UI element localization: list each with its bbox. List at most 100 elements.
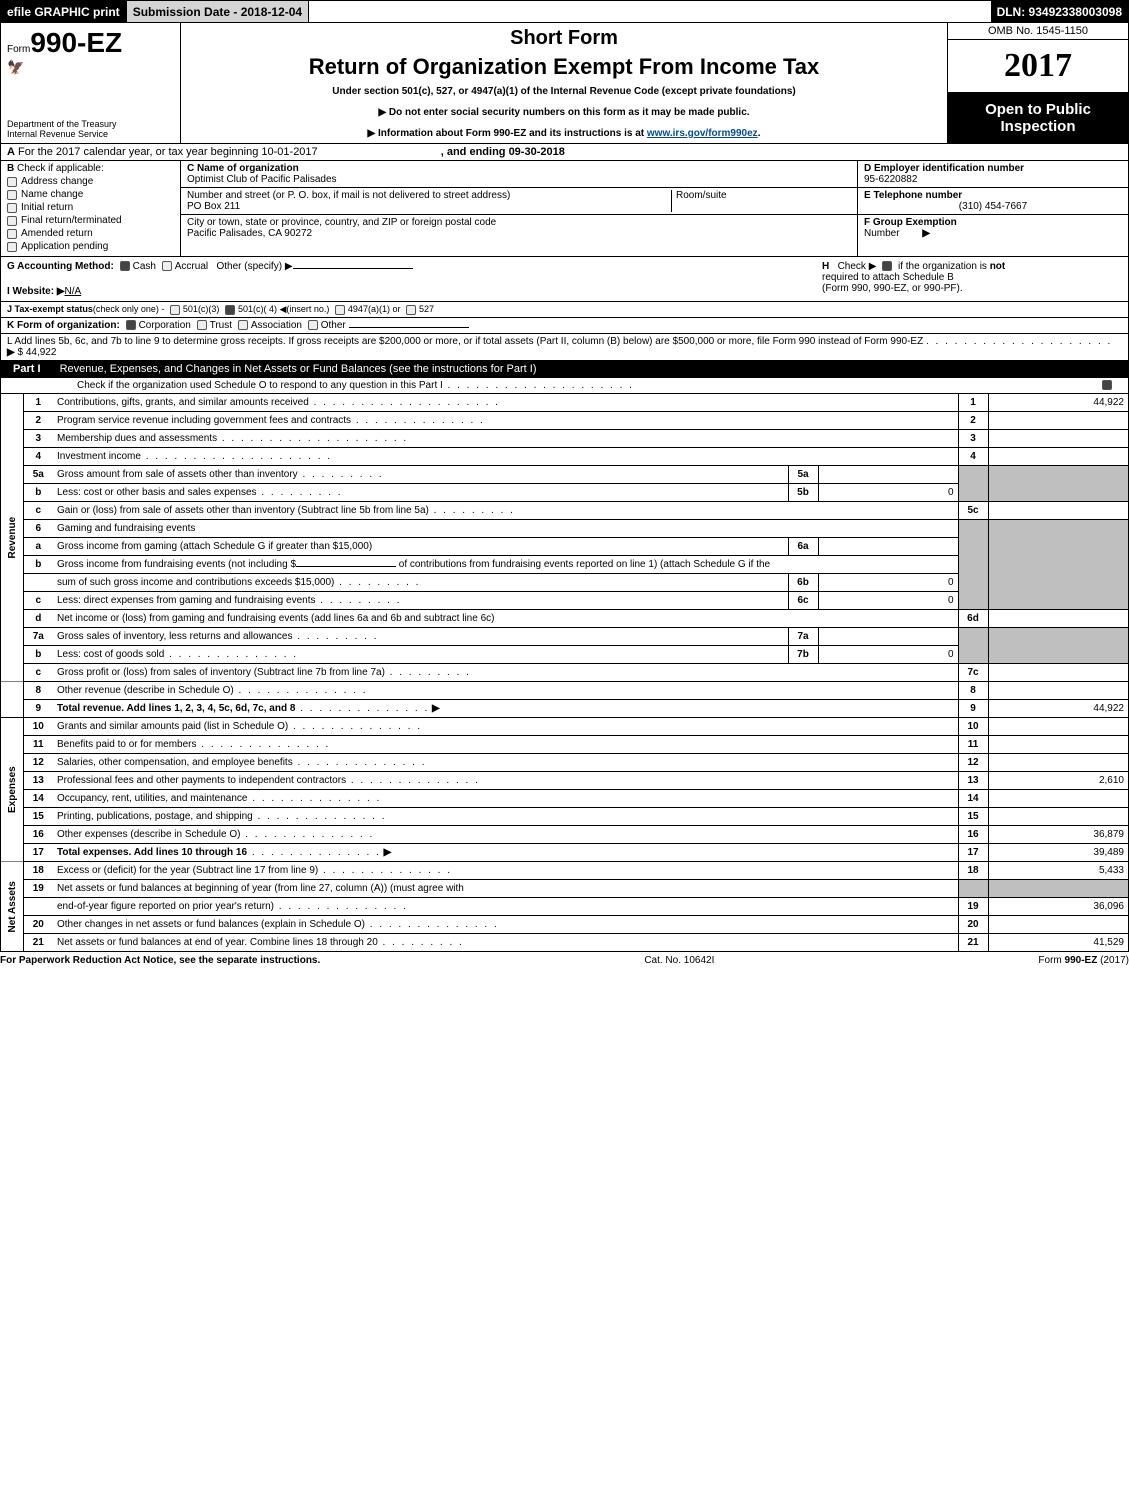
l11-dots bbox=[197, 739, 331, 750]
d-value: 95-6220882 bbox=[864, 174, 1122, 185]
line-11: 11 Benefits paid to or for members 11 bbox=[1, 736, 1128, 754]
return-title: Return of Organization Exempt From Incom… bbox=[191, 54, 937, 80]
l9-num: 9 bbox=[23, 700, 53, 718]
k-assoc: Association bbox=[251, 320, 302, 331]
l15-ln: 15 bbox=[958, 808, 988, 826]
check-final-return[interactable]: Final return/terminated bbox=[7, 215, 174, 226]
l5c-dots bbox=[429, 505, 515, 516]
open-line2: Inspection bbox=[950, 118, 1126, 135]
line-14: 14 Occupancy, rent, utilities, and maint… bbox=[1, 790, 1128, 808]
radio-corp[interactable] bbox=[126, 320, 136, 330]
line-9: 9 Total revenue. Add lines 1, 2, 3, 4, 5… bbox=[1, 700, 1128, 718]
topbar-spacer bbox=[309, 1, 990, 22]
d-label: D Employer identification number bbox=[864, 163, 1122, 174]
tax-year-box: 2017 bbox=[948, 40, 1128, 93]
line-4: 4 Investment income 4 bbox=[1, 448, 1128, 466]
radio-trust[interactable] bbox=[197, 320, 207, 330]
l12-ln: 12 bbox=[958, 754, 988, 772]
under-section: Under section 501(c), 527, or 4947(a)(1)… bbox=[191, 86, 937, 97]
l15-num: 15 bbox=[23, 808, 53, 826]
i-line: I Website: ▶N/A bbox=[7, 286, 822, 297]
l13-desc: Professional fees and other payments to … bbox=[57, 775, 346, 786]
short-form-title: Short Form bbox=[191, 27, 937, 50]
check-initial-return[interactable]: Initial return bbox=[7, 202, 174, 213]
radio-other[interactable] bbox=[308, 320, 318, 330]
c-city-row: City or town, state or province, country… bbox=[181, 215, 857, 241]
j-o1: 501(c)(3) bbox=[183, 304, 220, 314]
radio-501c3[interactable] bbox=[170, 305, 180, 315]
l11-ln: 11 bbox=[958, 736, 988, 754]
check-address-change[interactable]: Address change bbox=[7, 176, 174, 187]
l7b-sn: 7b bbox=[788, 646, 818, 664]
l6c-sn: 6c bbox=[788, 592, 818, 610]
l11-desc: Benefits paid to or for members bbox=[57, 739, 197, 750]
line-12: 12 Salaries, other compensation, and emp… bbox=[1, 754, 1128, 772]
l3-ln: 3 bbox=[958, 430, 988, 448]
schedule-o-check[interactable] bbox=[1102, 380, 1112, 390]
radio-4947[interactable] bbox=[335, 305, 345, 315]
l5a-sn: 5a bbox=[788, 466, 818, 484]
l1-val: 44,922 bbox=[988, 394, 1128, 412]
l6d-desc: Net income or (loss) from gaming and fun… bbox=[57, 613, 494, 624]
line-1: Revenue 1 Contributions, gifts, grants, … bbox=[1, 394, 1128, 412]
l19-desc1: Net assets or fund balances at beginning… bbox=[57, 883, 464, 894]
l17-ln: 17 bbox=[958, 844, 988, 862]
l5c-desc: Gain or (loss) from sale of assets other… bbox=[57, 505, 429, 516]
l3-val bbox=[988, 430, 1128, 448]
h-block: H Check ▶ if the organization is not req… bbox=[822, 261, 1122, 297]
k-label: K Form of organization: bbox=[7, 320, 120, 331]
radio-527[interactable] bbox=[406, 305, 416, 315]
footer-right: Form 990-EZ (2017) bbox=[1038, 955, 1129, 966]
l5a-ln-grey bbox=[958, 466, 988, 502]
f-label2: Number bbox=[864, 228, 900, 239]
check-name-change[interactable]: Name change bbox=[7, 189, 174, 200]
h-check: Check ▶ bbox=[838, 261, 877, 272]
tax-year: 2017 bbox=[1004, 47, 1072, 85]
c-street-row: Number and street (or P. O. box, if mail… bbox=[181, 188, 857, 215]
footer-right-pre: Form bbox=[1038, 955, 1064, 966]
l3-desc: Membership dues and assessments bbox=[57, 433, 408, 444]
radio-accrual[interactable] bbox=[162, 261, 172, 271]
l6-lv-grey bbox=[988, 520, 1128, 610]
l-arrow: ▶ bbox=[7, 347, 15, 358]
l6-num: 6 bbox=[23, 520, 53, 538]
check-amended-return[interactable]: Amended return bbox=[7, 228, 174, 239]
section-a: A For the 2017 calendar year, or tax yea… bbox=[1, 144, 1128, 161]
l15-desc: Printing, publications, postage, and shi… bbox=[57, 811, 253, 822]
g-other-line[interactable] bbox=[293, 268, 413, 269]
radio-501c[interactable] bbox=[225, 305, 235, 315]
checkbox-icon bbox=[7, 177, 17, 187]
l7c-dots bbox=[385, 667, 471, 678]
l7b-num: b bbox=[23, 646, 53, 664]
dept-irs: Internal Revenue Service bbox=[7, 129, 174, 139]
h-not: not bbox=[990, 261, 1006, 272]
instructions-link[interactable]: www.irs.gov/form990ez bbox=[647, 128, 758, 139]
k-trust: Trust bbox=[210, 320, 232, 331]
l21-ln: 21 bbox=[958, 934, 988, 952]
a-ending: , and ending 09-30-2018 bbox=[441, 146, 565, 158]
l1-desc-text: Contributions, gifts, grants, and simila… bbox=[57, 397, 500, 408]
l12-val bbox=[988, 754, 1128, 772]
l8-dots bbox=[234, 685, 368, 696]
l14-num: 14 bbox=[23, 790, 53, 808]
radio-cash[interactable] bbox=[120, 261, 130, 271]
section-j: J Tax-exempt status(check only one) - 50… bbox=[1, 302, 1128, 318]
h-checkbox[interactable] bbox=[882, 261, 892, 271]
c-street-label: Number and street (or P. O. box, if mail… bbox=[187, 190, 671, 201]
efile-print-label: efile GRAPHIC print bbox=[1, 1, 126, 22]
line-7c: c Gross profit or (loss) from sales of i… bbox=[1, 664, 1128, 682]
l5b-sn: 5b bbox=[788, 484, 818, 502]
radio-assoc[interactable] bbox=[238, 320, 248, 330]
k-other-line[interactable] bbox=[349, 327, 469, 328]
side-revenue: Revenue bbox=[1, 394, 23, 682]
line-20: 20 Other changes in net assets or fund b… bbox=[1, 916, 1128, 934]
l6b-blank[interactable] bbox=[296, 566, 396, 567]
check-application-pending[interactable]: Application pending bbox=[7, 241, 174, 252]
section-gh: G Accounting Method: Cash Accrual Other … bbox=[1, 257, 1128, 302]
c-city: Pacific Palisades, CA 90272 bbox=[187, 228, 496, 239]
l19-dots bbox=[274, 901, 408, 912]
l9-arrow: ▶ bbox=[432, 703, 440, 714]
eagle-icon: 🦅 bbox=[7, 59, 174, 76]
lines-table: Revenue 1 Contributions, gifts, grants, … bbox=[1, 394, 1128, 951]
submission-date-text: Submission Date - 2018-12-04 bbox=[133, 5, 302, 19]
